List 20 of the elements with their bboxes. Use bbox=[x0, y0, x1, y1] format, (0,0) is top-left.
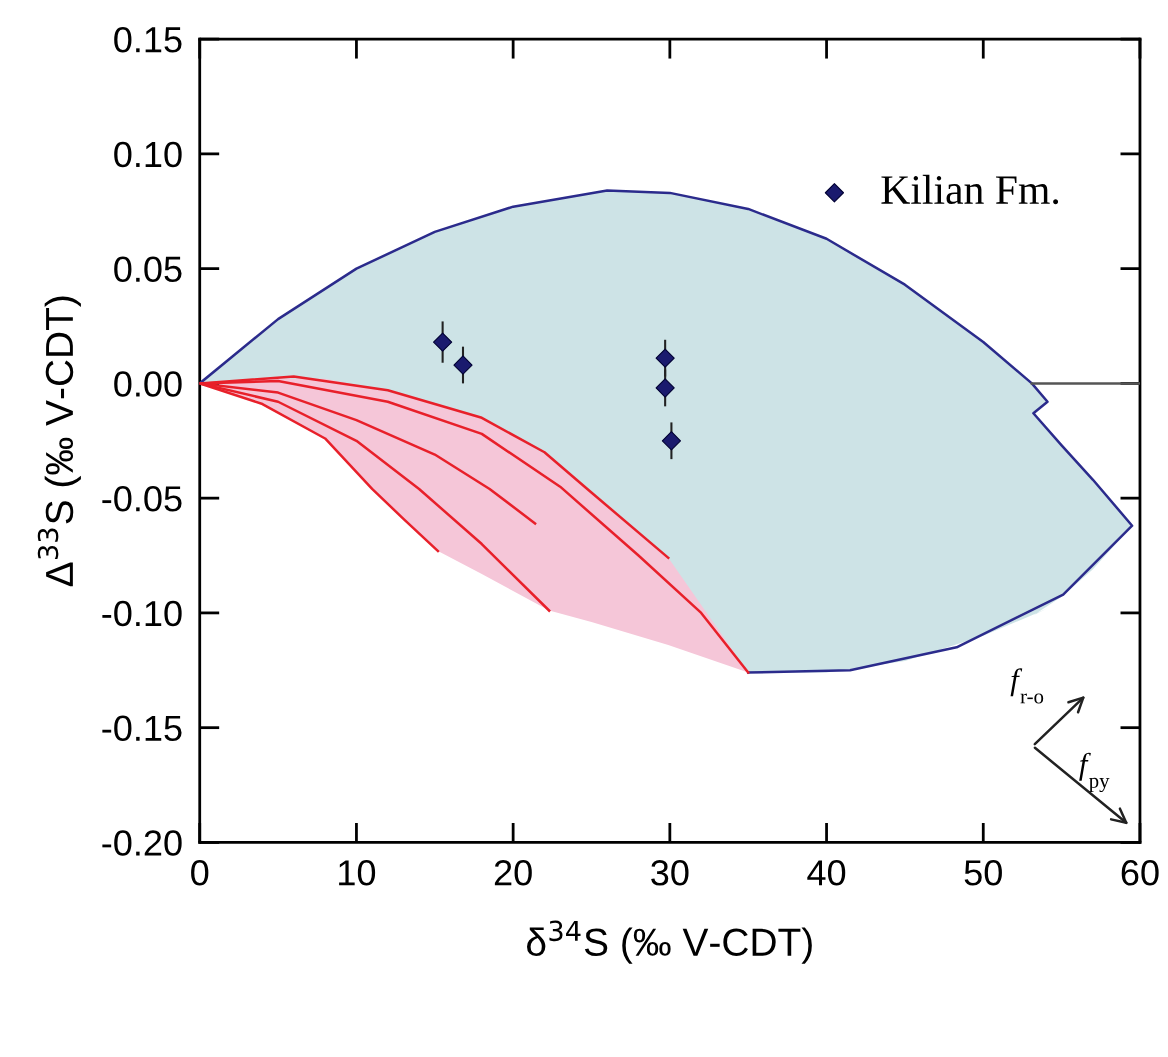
x-tick-label: 30 bbox=[651, 860, 689, 886]
y-tick-label: -0.10 bbox=[102, 600, 182, 627]
annotation: fr-o bbox=[1010, 668, 1044, 704]
x-tick-label: 50 bbox=[964, 860, 1002, 886]
x-tick-label: 0 bbox=[191, 860, 209, 886]
y-tick-label: 0.00 bbox=[114, 371, 182, 397]
y-tick-label: -0.05 bbox=[102, 486, 182, 512]
annotation: fpy bbox=[1079, 752, 1110, 793]
y-axis-title: Δ$^{33}$S (‰ V-CDT) bbox=[37, 296, 81, 587]
y-tick-label: 0.10 bbox=[114, 141, 182, 168]
x-tick-label: 60 bbox=[1121, 860, 1159, 886]
y-tick-label: -0.20 bbox=[102, 830, 182, 856]
legend-label: Kilian Fm. bbox=[881, 174, 1059, 205]
y-tick-label: 0.05 bbox=[114, 256, 182, 283]
x-tick-label: 10 bbox=[339, 860, 376, 886]
x-axis-title: δ$^{34}$S (‰ V-CDT) bbox=[527, 920, 812, 964]
x-tick-label: 20 bbox=[494, 860, 532, 886]
y-tick-label: 0.15 bbox=[114, 26, 182, 53]
y-tick-label: -0.15 bbox=[102, 715, 182, 742]
x-tick-label: 40 bbox=[807, 860, 846, 886]
